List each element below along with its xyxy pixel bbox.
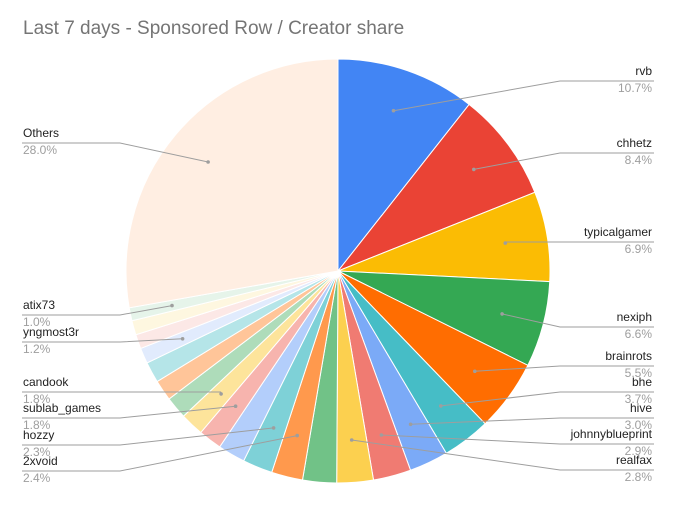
leader-dot-sublab-games	[233, 404, 238, 409]
slice-label-candook: candook	[23, 375, 69, 389]
slice-value-yngmost3r: 1.2%	[23, 342, 51, 356]
slice-label-hozzy: hozzy	[23, 428, 54, 442]
leader-dot-candook	[219, 392, 223, 396]
leader-dot-others	[206, 160, 210, 164]
leader-line-johnnyblueprint	[381, 434, 654, 445]
slice-value-hive: 3.0%	[625, 418, 653, 432]
leader-dot-yngmost3r	[180, 337, 185, 341]
leader-line-atix73	[22, 305, 173, 316]
slice-value-brainrots: 5.5%	[625, 366, 653, 380]
slice-label-sublab-games: sublab_games	[23, 401, 101, 415]
leader-line-yngmost3r	[22, 338, 183, 343]
leader-line-hive	[410, 417, 654, 425]
leader-dot-hozzy	[271, 426, 276, 430]
pie-slice-rvb[interactable]	[337, 58, 470, 273]
slice-label-typicalgamer: typicalgamer	[584, 225, 652, 239]
slice-value-johnnyblueprint: 2.9%	[625, 444, 653, 458]
slice-value-2xvoid: 2.4%	[23, 471, 51, 485]
leader-line-rvb	[393, 80, 654, 112]
leader-line-bhe	[440, 391, 654, 407]
leader-line-2xvoid	[22, 435, 298, 472]
chart-title: Last 7 days - Sponsored Row / Creator sh…	[23, 18, 405, 39]
pie-slice-chhetz[interactable]	[336, 103, 536, 273]
slice-value-atix73: 1.0%	[23, 315, 51, 329]
leader-dot-chhetz	[472, 167, 476, 172]
slice-value-nexiph: 6.6%	[625, 327, 653, 341]
leader-dot-realfax	[349, 438, 354, 442]
slice-value-others: 28.0%	[23, 143, 57, 157]
slice-value-rvb: 10.7%	[618, 81, 652, 95]
slice-value-candook: 1.8%	[23, 392, 51, 406]
slice-label-rvb: rvb	[635, 64, 652, 78]
leader-dot-bhe	[439, 404, 443, 408]
slice-label-yngmost3r: yngmost3r	[23, 325, 79, 339]
pie-slice-others[interactable]	[125, 58, 339, 309]
slice-label-2xvoid: 2xvoid	[23, 454, 58, 468]
leader-dot-rvb	[391, 108, 396, 113]
slice-label-nexiph: nexiph	[617, 310, 652, 324]
slice-label-johnnyblueprint: johnnyblueprint	[570, 427, 653, 441]
leader-dot-brainrots	[473, 369, 477, 374]
leader-line-others	[22, 142, 209, 163]
leader-line-brainrots	[474, 365, 654, 372]
leader-dot-typicalgamer	[503, 241, 508, 245]
slice-label-brainrots: brainrots	[605, 349, 652, 363]
slice-label-realfax: realfax	[616, 453, 652, 467]
slice-value-realfax: 2.8%	[625, 470, 653, 484]
slice-label-others: Others	[23, 126, 59, 140]
leader-dot-hive	[408, 422, 413, 427]
leader-line-nexiph	[501, 313, 654, 328]
leader-lines	[22, 80, 654, 472]
leader-dot-2xvoid	[295, 433, 300, 438]
leader-dot-nexiph	[500, 312, 504, 316]
leader-dot-atix73	[170, 303, 174, 308]
leader-dot-johnnyblueprint	[379, 433, 384, 437]
slice-value-chhetz: 8.4%	[625, 153, 653, 167]
pie-slices	[125, 58, 551, 484]
slice-value-bhe: 3.7%	[625, 392, 653, 406]
leader-line-hozzy	[22, 427, 274, 446]
slice-value-hozzy: 2.3%	[23, 445, 51, 459]
slice-label-chhetz: chhetz	[617, 136, 652, 150]
slice-value-sublab-games: 1.8%	[23, 418, 51, 432]
slice-label-atix73: atix73	[23, 298, 55, 312]
slice-value-typicalgamer: 6.9%	[625, 242, 653, 256]
slice-label-hive: hive	[630, 401, 652, 415]
leader-line-sublab-games	[22, 405, 236, 419]
leader-line-realfax	[351, 439, 654, 471]
leader-line-chhetz	[473, 152, 654, 170]
slice-label-bhe: bhe	[632, 375, 652, 389]
slice-labels: rvb 10.7% chhetz 8.4% typicalgamer 6.9% nexiph…	[23, 64, 653, 485]
